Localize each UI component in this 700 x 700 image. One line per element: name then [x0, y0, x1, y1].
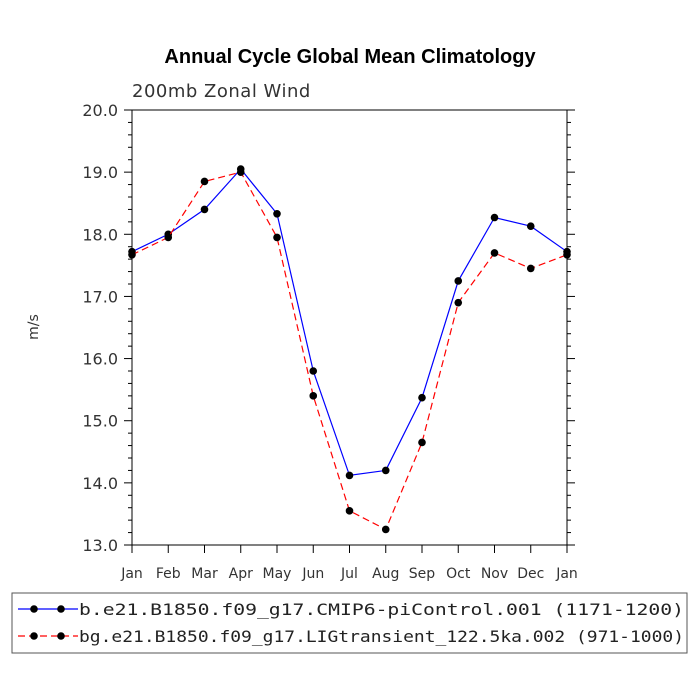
data-point: [309, 392, 318, 400]
x-tick-label: Feb: [156, 566, 181, 582]
data-point: [418, 438, 426, 447]
data-point: [345, 471, 354, 480]
x-tick-label: Jul: [340, 566, 358, 582]
legend-label: bg.e21.B1850.f09_g17.LIGtransient_122.5k…: [79, 627, 684, 646]
data-point: [418, 393, 426, 402]
x-tick-label: May: [263, 566, 292, 582]
x-tick-label: Dec: [517, 566, 544, 582]
chart-title: Annual Cycle Global Mean Climatology: [164, 46, 536, 68]
data-point: [236, 168, 245, 176]
chart-subtitle: 200mb Zonal Wind: [132, 81, 311, 102]
legend-marker: [30, 632, 38, 640]
legend-marker: [30, 605, 38, 613]
data-point: [200, 205, 209, 214]
data-point: [490, 249, 499, 257]
data-point: [273, 233, 281, 242]
data-point: [454, 298, 463, 307]
data-point: [200, 177, 209, 186]
x-tick-label: Oct: [446, 566, 471, 582]
x-tick-label: Nov: [481, 566, 508, 582]
x-tick-label: Jan: [120, 566, 143, 582]
series-1: [128, 165, 571, 480]
y-tick-label: 19.0: [82, 163, 118, 182]
legend-marker: [57, 605, 65, 613]
y-tick-label: 15.0: [82, 412, 118, 431]
data-point: [128, 250, 136, 259]
x-tick-label: Aug: [372, 566, 399, 582]
x-axis: Jan Feb Mar Apr May Jun Jul Aug Sep Oct Nov Dec Jan: [120, 545, 578, 582]
x-tick-label: Mar: [191, 566, 218, 582]
data-point: [381, 466, 390, 475]
series-line: [131, 168, 568, 477]
y-tick-label: 17.0: [82, 287, 118, 306]
x-tick-label: Apr: [229, 566, 253, 582]
legend-label: b.e21.B1850.f09_g17.CMIP6-piControl.001 …: [79, 600, 684, 619]
x-tick-label: Jun: [301, 566, 324, 582]
y-tick-label: 18.0: [82, 225, 118, 244]
data-point: [490, 213, 499, 222]
y-tick-label: 14.0: [82, 474, 118, 493]
y-tick-label: 16.0: [82, 350, 118, 369]
legend-marker: [57, 632, 65, 640]
data-point: [309, 367, 318, 375]
data-point: [526, 222, 535, 231]
y-axis-label: m/s: [26, 314, 42, 340]
data-point: [345, 507, 354, 515]
x-tick-label: Jan: [555, 566, 578, 582]
plot-area: 13.0 14.0 15.0 16.0 17.0 18.0 19.0 20.0 Jan Feb Ma…: [82, 101, 577, 582]
x-tick-label: Sep: [409, 566, 436, 582]
y-tick-label: 20.0: [82, 101, 118, 120]
data-point: [164, 233, 173, 242]
series-2: [128, 168, 571, 534]
y-tick-label: 13.0: [82, 536, 118, 555]
data-point: [563, 250, 571, 259]
data-point: [526, 264, 535, 273]
data-point: [273, 209, 281, 218]
data-point: [381, 525, 390, 534]
plot-frame: [131, 109, 568, 546]
legend: b.e21.B1850.f09_g17.CMIP6-piControl.001 …: [11, 592, 688, 654]
data-point: [454, 277, 463, 285]
legend-box: [11, 592, 688, 654]
y-axis: 13.0 14.0 15.0 16.0 17.0 18.0 19.0 20.0: [82, 101, 575, 555]
